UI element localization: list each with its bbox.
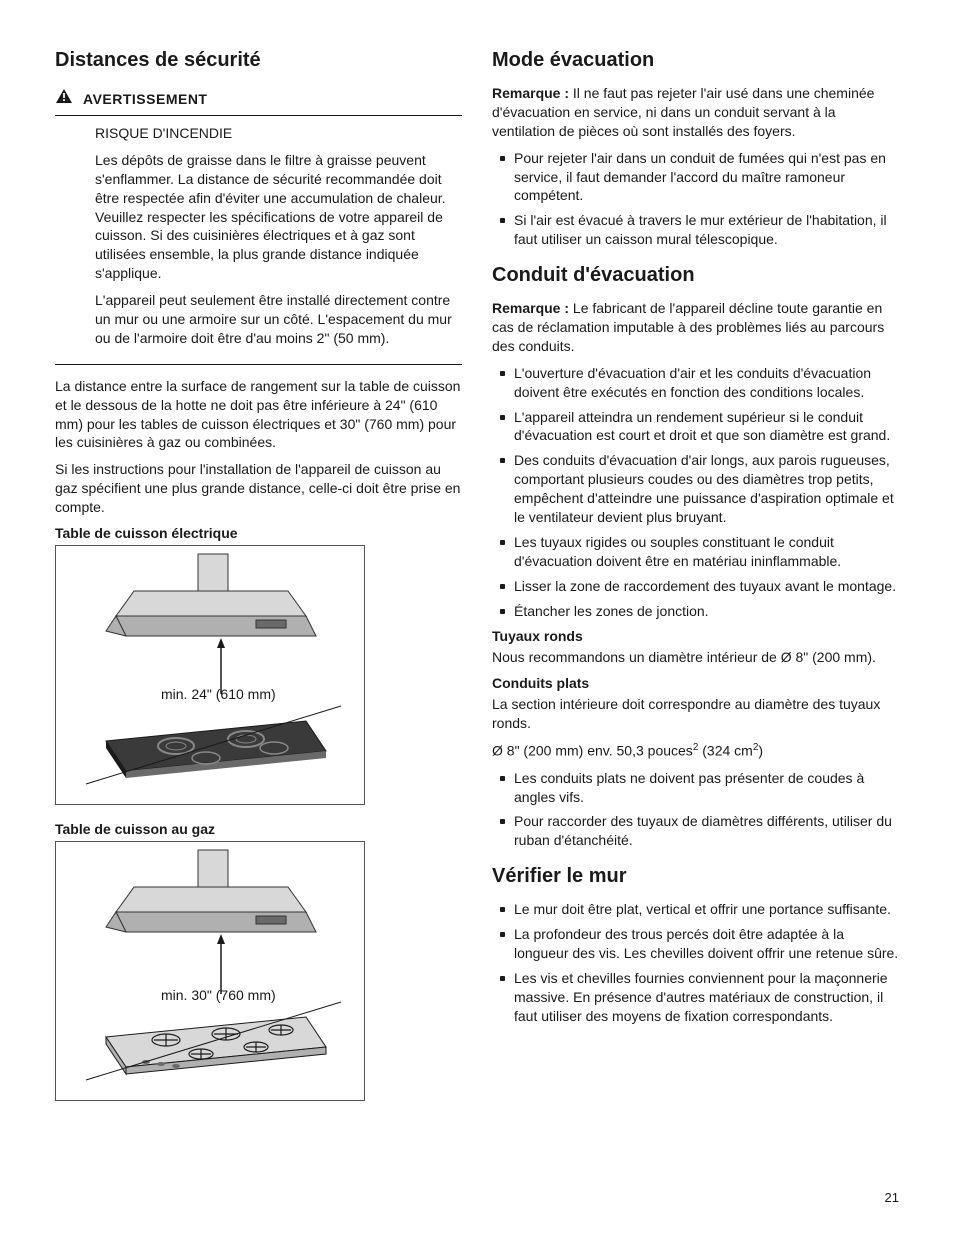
list-item: Les tuyaux rigides ou souples constituan… — [514, 533, 899, 571]
diagram-electric-svg — [56, 546, 365, 805]
list-item: Les vis et chevilles fournies conviennen… — [514, 969, 899, 1026]
list-item: Si l'air est évacué à travers le mur ext… — [514, 211, 899, 249]
diagram-electric-label: min. 24" (610 mm) — [161, 686, 276, 702]
list-item: Lisser la zone de raccordement des tuyau… — [514, 577, 899, 596]
right-column: Mode évacuation Remarque : Il ne faut pa… — [492, 48, 899, 1117]
page: Distances de sécurité AVERTISSEMENT RISQ… — [0, 0, 954, 1235]
plats-p2-post: ) — [758, 743, 763, 759]
heading-conduit: Conduit d'évacuation — [492, 263, 899, 287]
heading-verifier-mur: Vérifier le mur — [492, 864, 899, 888]
list-item: Pour rejeter l'air dans un conduit de fu… — [514, 149, 899, 206]
subhead-tuyaux-ronds: Tuyaux ronds — [492, 628, 899, 644]
subhead-gas-cooktop: Table de cuisson au gaz — [55, 821, 462, 837]
conduit-remark-label: Remarque : — [492, 300, 573, 316]
diagram-gas-svg — [56, 842, 365, 1101]
plats-p2-pre: Ø 8" (200 mm) env. 50,3 pouces — [492, 743, 693, 759]
warning-block: AVERTISSEMENT RISQUE D'INCENDIE Les dépô… — [55, 84, 462, 365]
heading-mode-evacuation: Mode évacuation — [492, 48, 899, 72]
plats-p2-mid: (324 cm — [698, 743, 752, 759]
heading-distances: Distances de sécurité — [55, 48, 462, 72]
mur-bullet-list: Le mur doit être plat, vertical et offri… — [492, 900, 899, 1025]
distances-paragraph-1: La distance entre la surface de rangemen… — [55, 377, 462, 453]
diagram-gas-label: min. 30" (760 mm) — [161, 987, 276, 1003]
plats-p2: Ø 8" (200 mm) env. 50,3 pouces2 (324 cm2… — [492, 741, 899, 761]
page-number: 21 — [885, 1190, 899, 1205]
conduit-bullet-list: L'ouverture d'évacuation d'air et les co… — [492, 364, 899, 621]
distances-paragraph-2: Si les instructions pour l'installation … — [55, 460, 462, 517]
list-item: La profondeur des trous percés doit être… — [514, 925, 899, 963]
diagram-gas-cooktop: min. 30" (760 mm) — [55, 841, 365, 1101]
warning-body: RISQUE D'INCENDIE Les dépôts de graisse … — [55, 124, 462, 348]
warning-subtitle: RISQUE D'INCENDIE — [95, 124, 462, 143]
plats-p1: La section intérieure doit correspondre … — [492, 695, 899, 733]
mode-bullet-list: Pour rejeter l'air dans un conduit de fu… — [492, 149, 899, 249]
subhead-conduits-plats: Conduits plats — [492, 675, 899, 691]
mode-remark-label: Remarque : — [492, 85, 573, 101]
list-item: L'appareil atteindra un rendement supéri… — [514, 408, 899, 446]
mode-remark: Remarque : Il ne faut pas rejeter l'air … — [492, 84, 899, 141]
warning-paragraph-1: Les dépôts de graisse dans le filtre à g… — [95, 151, 462, 283]
conduit-remark: Remarque : Le fabricant de l'appareil dé… — [492, 299, 899, 356]
list-item: Les conduits plats ne doivent pas présen… — [514, 769, 899, 807]
two-column-layout: Distances de sécurité AVERTISSEMENT RISQ… — [55, 48, 899, 1117]
subhead-electric-cooktop: Table de cuisson électrique — [55, 525, 462, 541]
warning-paragraph-2: L'appareil peut seulement être installé … — [95, 291, 462, 348]
left-column: Distances de sécurité AVERTISSEMENT RISQ… — [55, 48, 462, 1117]
list-item: L'ouverture d'évacuation d'air et les co… — [514, 364, 899, 402]
list-item: Étancher les zones de jonction. — [514, 602, 899, 621]
warning-label: AVERTISSEMENT — [83, 91, 207, 107]
warning-header: AVERTISSEMENT — [55, 84, 462, 116]
ronds-text: Nous recommandons un diamètre intérieur … — [492, 648, 899, 667]
warning-triangle-icon — [55, 88, 73, 109]
diagram-electric-cooktop: min. 24" (610 mm) — [55, 545, 365, 805]
list-item: Le mur doit être plat, vertical et offri… — [514, 900, 899, 919]
plats-bullet-list: Les conduits plats ne doivent pas présen… — [492, 769, 899, 851]
list-item: Pour raccorder des tuyaux de diamètres d… — [514, 812, 899, 850]
list-item: Des conduits d'évacuation d'air longs, a… — [514, 451, 899, 527]
